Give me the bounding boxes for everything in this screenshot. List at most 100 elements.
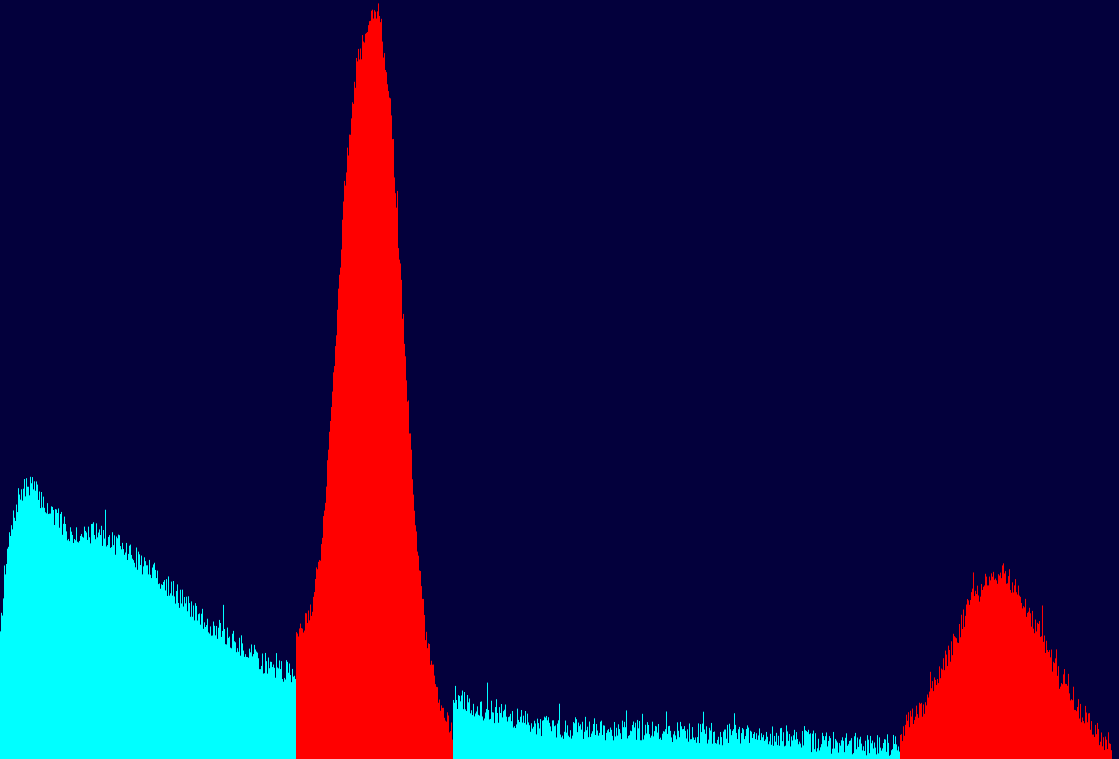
- histogram-bar: [803, 745, 804, 759]
- histogram-bar: [675, 735, 676, 759]
- histogram-bar: [661, 739, 662, 759]
- histogram-bar: [323, 516, 324, 759]
- histogram-bar: [309, 620, 310, 759]
- histogram-bar: [776, 732, 777, 759]
- histogram-bar: [587, 726, 588, 759]
- histogram-bar: [707, 743, 708, 759]
- histogram-bar: [1041, 636, 1042, 759]
- histogram-bar: [666, 711, 667, 759]
- histogram-bar: [373, 18, 374, 759]
- histogram-bar: [448, 715, 449, 759]
- histogram-bar: [844, 752, 845, 759]
- histogram-bar: [422, 598, 423, 759]
- histogram-bar: [821, 744, 822, 759]
- histogram-bar: [457, 708, 458, 759]
- histogram-bar: [876, 754, 877, 759]
- histogram-bar: [825, 736, 826, 759]
- histogram-bar: [1088, 713, 1089, 759]
- histogram-bar: [37, 484, 38, 759]
- histogram-bar: [789, 734, 790, 759]
- histogram-bar: [536, 734, 537, 759]
- histogram-bar: [579, 726, 580, 759]
- histogram-bar: [498, 722, 499, 759]
- histogram-bar: [292, 668, 293, 759]
- histogram-bar: [385, 69, 386, 759]
- histogram-bar: [1110, 743, 1111, 759]
- histogram-bar: [49, 513, 50, 759]
- histogram-bar: [432, 664, 433, 759]
- histogram-bar: [728, 742, 729, 759]
- histogram-bar: [273, 664, 274, 759]
- histogram-bar: [110, 547, 111, 759]
- histogram-bar: [885, 739, 886, 759]
- histogram-bar: [380, 22, 381, 759]
- histogram-bar: [722, 745, 723, 759]
- histogram-bar: [947, 666, 948, 759]
- histogram-bar: [1099, 745, 1100, 759]
- histogram-bar: [646, 733, 647, 759]
- histogram-bar: [213, 621, 214, 759]
- histogram-bar: [188, 596, 189, 759]
- histogram-bar: [274, 667, 275, 759]
- histogram-bar: [35, 490, 36, 759]
- histogram-bar: [721, 737, 722, 759]
- histogram-bar: [17, 512, 18, 759]
- histogram-bar: [951, 641, 952, 759]
- histogram-bar: [1097, 722, 1098, 759]
- histogram-bar: [143, 566, 144, 759]
- histogram-bar: [567, 725, 568, 759]
- histogram-bar: [386, 72, 387, 759]
- histogram-bar: [609, 732, 610, 759]
- histogram-bar: [1089, 713, 1090, 759]
- histogram-bar: [993, 571, 994, 759]
- histogram-bar: [393, 138, 394, 759]
- histogram-bar: [747, 725, 748, 759]
- histogram-bar: [1075, 710, 1076, 759]
- histogram-bar: [419, 570, 420, 759]
- histogram-bar: [717, 739, 718, 759]
- histogram-bar: [860, 736, 861, 759]
- histogram-bar: [399, 259, 400, 759]
- histogram-bar: [970, 600, 971, 759]
- histogram-bar: [915, 716, 916, 759]
- histogram-bar: [39, 491, 40, 759]
- histogram-bar: [297, 633, 298, 759]
- histogram-bar: [833, 731, 834, 759]
- histogram-bar: [521, 709, 522, 759]
- histogram-bar: [962, 628, 963, 759]
- histogram-bar: [1005, 571, 1006, 759]
- histogram-bar: [732, 730, 733, 759]
- histogram-bar: [911, 716, 912, 759]
- histogram-bar: [831, 753, 832, 759]
- histogram-bar: [676, 739, 677, 759]
- histogram-bar: [1058, 666, 1059, 759]
- histogram-bar: [1033, 628, 1034, 759]
- histogram-bar: [153, 564, 154, 759]
- histogram-bar: [424, 615, 425, 759]
- histogram-bar: [906, 714, 907, 759]
- histogram-bar: [927, 694, 928, 759]
- histogram-bar: [349, 134, 350, 759]
- histogram-bar: [987, 585, 988, 759]
- histogram-bar: [568, 735, 569, 759]
- histogram-bar: [123, 549, 124, 759]
- histogram-bar: [674, 731, 675, 759]
- histogram-bar: [905, 724, 906, 759]
- histogram-bar: [514, 726, 515, 759]
- histogram-bar: [772, 726, 773, 759]
- histogram-bar: [582, 721, 583, 759]
- histogram-bar: [1060, 686, 1061, 759]
- histogram-bar: [90, 543, 91, 759]
- histogram-bar: [64, 516, 65, 759]
- histogram-bar: [334, 366, 335, 759]
- histogram-bar: [787, 731, 788, 759]
- histogram-bar: [421, 586, 422, 759]
- histogram-bar: [302, 628, 303, 759]
- histogram-bar: [960, 637, 961, 759]
- histogram-bar: [715, 742, 716, 759]
- histogram-bar: [872, 740, 873, 759]
- histogram-bar: [845, 737, 846, 759]
- histogram-bar: [1056, 649, 1057, 759]
- histogram-bar: [210, 626, 211, 759]
- histogram-bar: [239, 637, 240, 759]
